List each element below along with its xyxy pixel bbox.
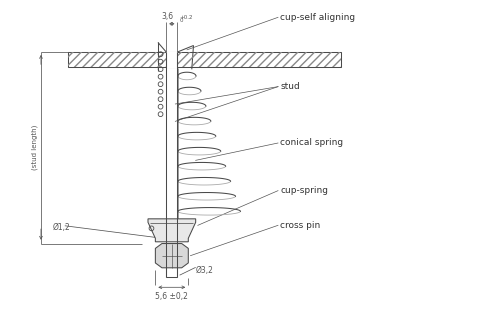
Bar: [68, 52, 341, 67]
Text: conical spring: conical spring: [280, 138, 343, 148]
Text: cross pin: cross pin: [280, 221, 321, 230]
Polygon shape: [148, 219, 196, 242]
Polygon shape: [155, 243, 189, 268]
Text: 5,6 ±0,2: 5,6 ±0,2: [155, 292, 188, 301]
Text: 3,6: 3,6: [162, 12, 173, 21]
Bar: [166, 52, 178, 68]
Text: cup-spring: cup-spring: [280, 186, 328, 195]
Text: 0: 0: [180, 18, 183, 22]
Text: Ø1,2: Ø1,2: [53, 223, 70, 232]
Text: (stud length): (stud length): [31, 125, 38, 170]
Text: Ø3,2: Ø3,2: [196, 266, 214, 275]
Bar: [68, 52, 341, 67]
Text: stud: stud: [280, 82, 300, 91]
Text: +0.2: +0.2: [180, 15, 193, 20]
Text: cup-self aligning: cup-self aligning: [280, 13, 355, 22]
